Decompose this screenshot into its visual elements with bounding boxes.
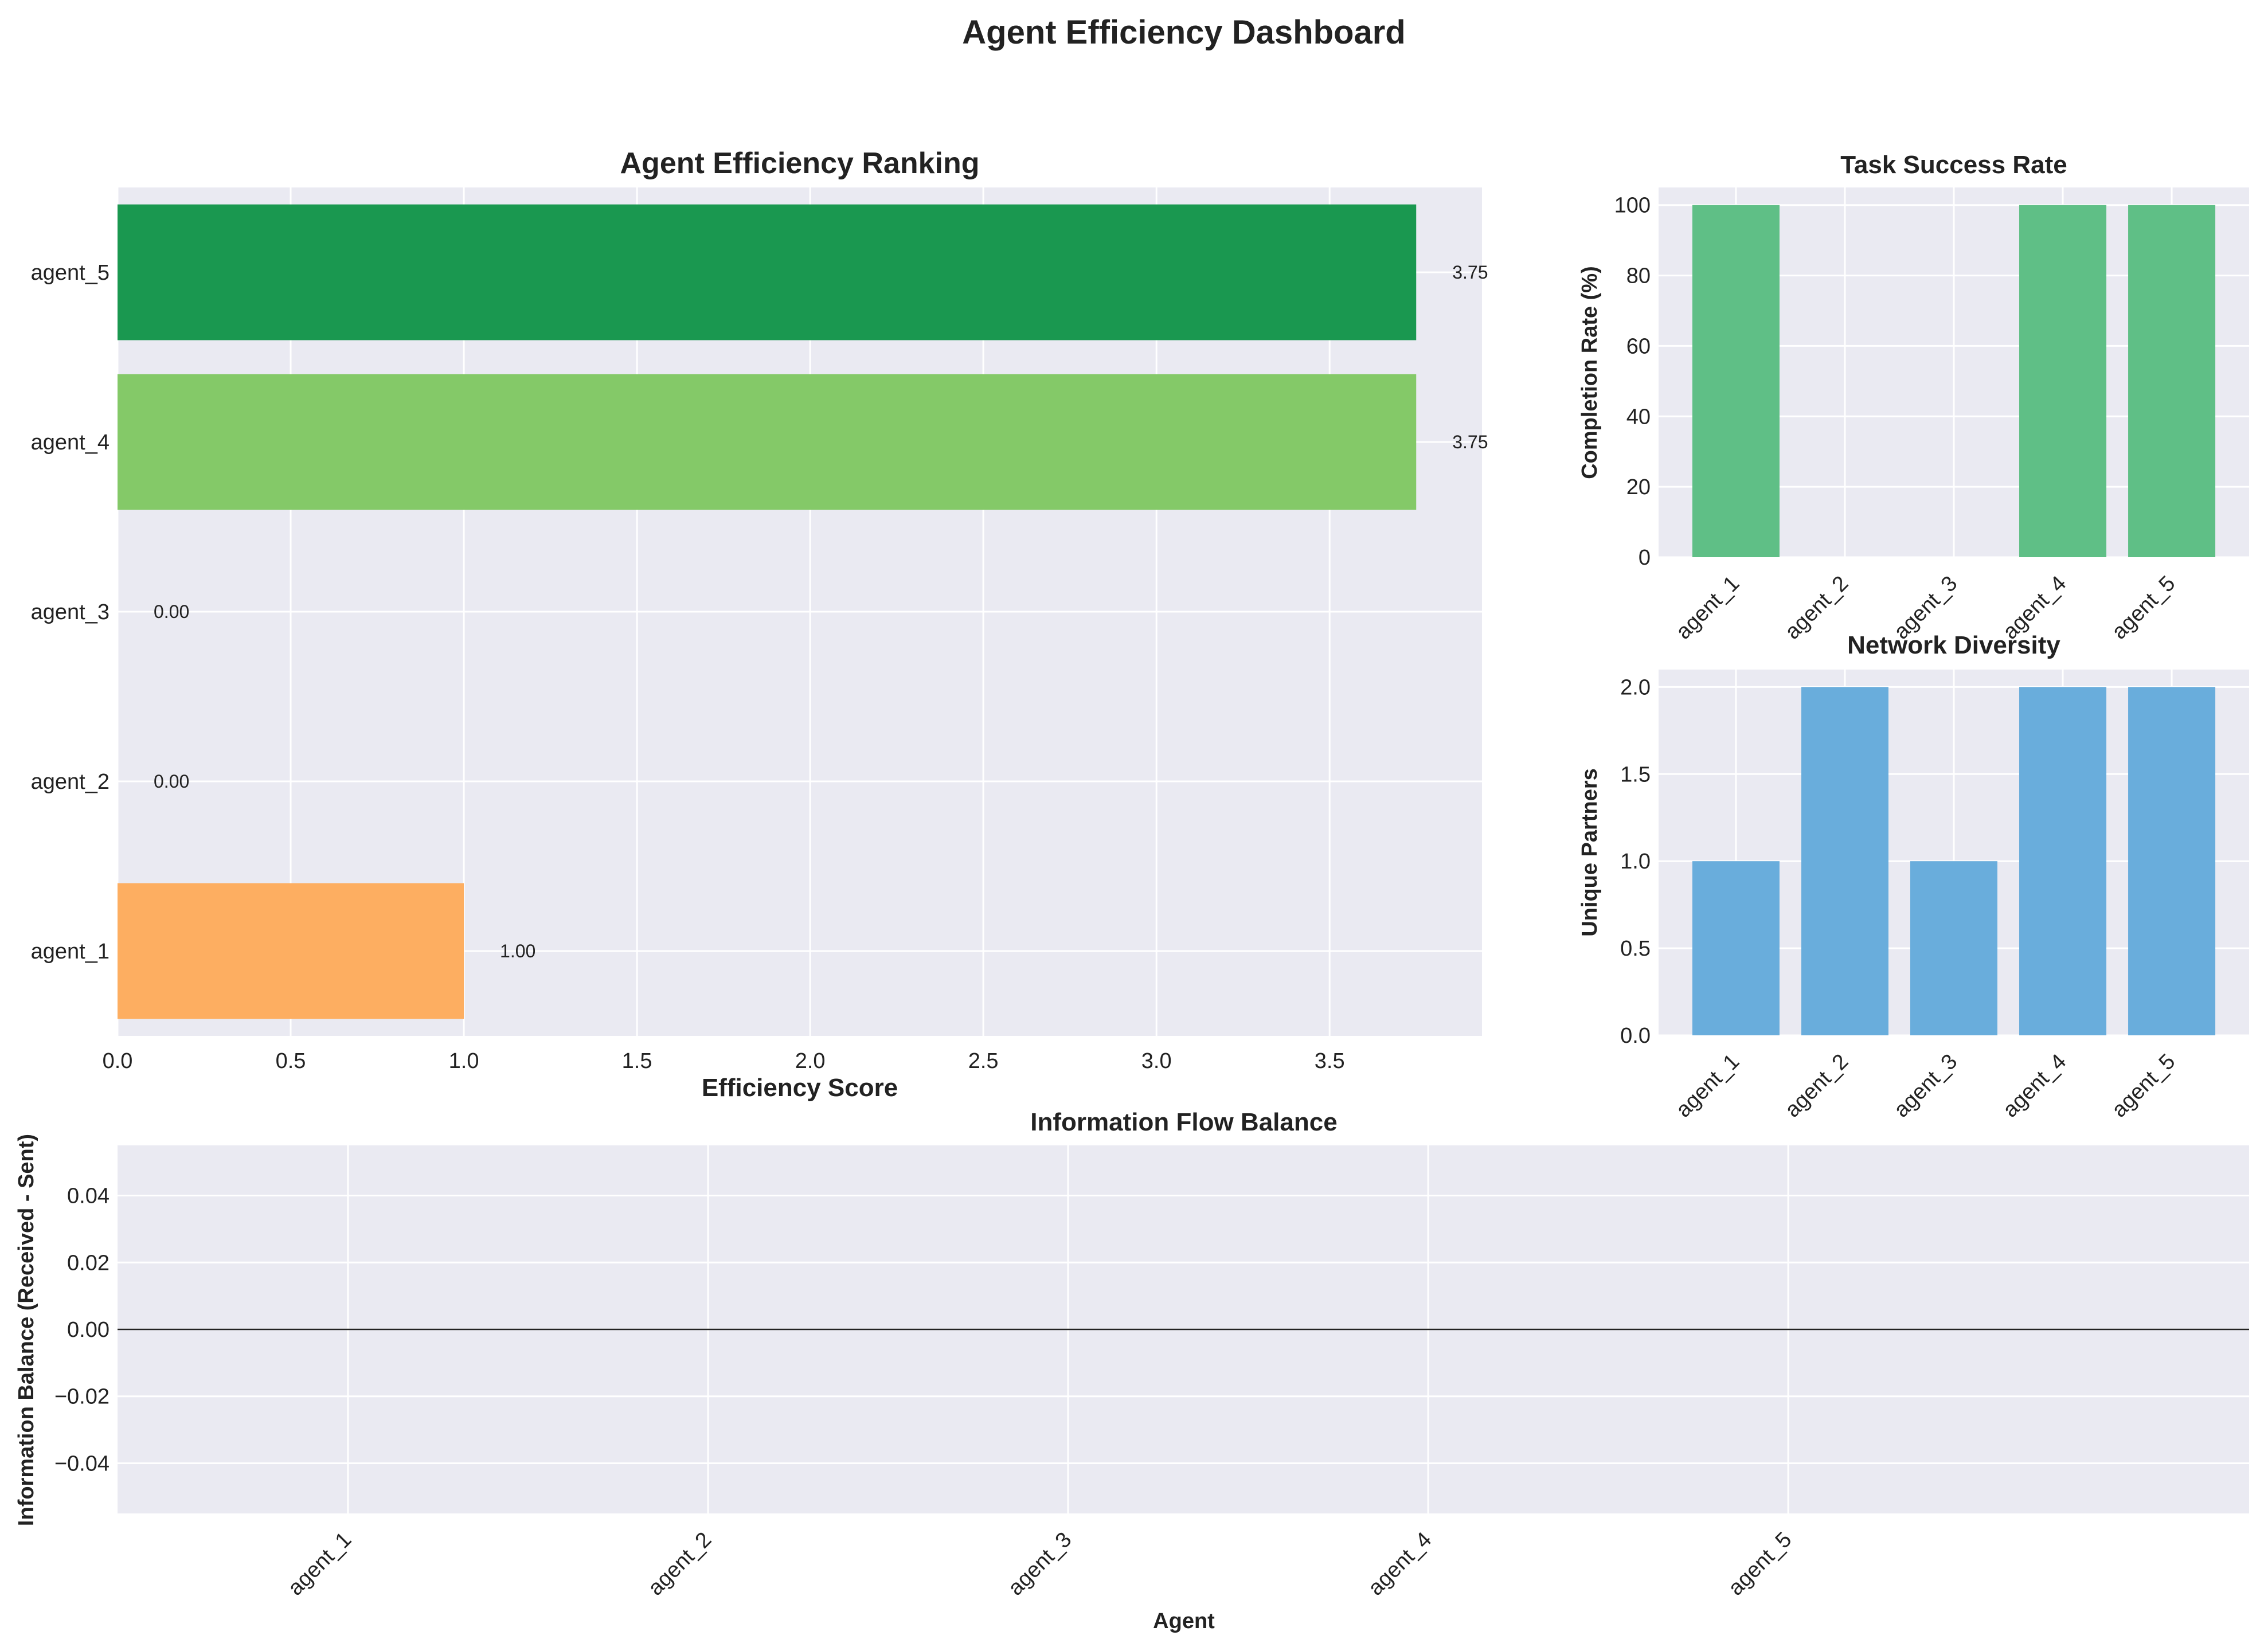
efficiency-x-tick-label: 0.0 bbox=[103, 1049, 133, 1073]
suc-y-tick-label: 20 bbox=[1626, 475, 1651, 499]
flow-y-tick-label: −0.02 bbox=[54, 1385, 110, 1409]
div-y-tick-label: 2.0 bbox=[1620, 675, 1651, 699]
flow-x-axis-label: Agent bbox=[1153, 1609, 1215, 1633]
efficiency-x-tick-label: 0.5 bbox=[276, 1049, 306, 1073]
suc-bar-agent_4 bbox=[2019, 205, 2107, 557]
diversity-chart-title: Network Diversity bbox=[1847, 631, 2060, 659]
efficiency-value-label: 3.75 bbox=[1452, 432, 1488, 452]
suc-y-tick-label: 0 bbox=[1639, 546, 1651, 570]
flow-y-tick-label: 0.00 bbox=[67, 1318, 110, 1342]
div-bar-agent_4 bbox=[2019, 687, 2107, 1035]
efficiency-bars bbox=[118, 204, 1417, 1019]
flow-y-axis-label: Information Balance (Received - Sent) bbox=[14, 1134, 38, 1526]
div-bar-agent_2 bbox=[1801, 687, 1888, 1035]
efficiency-y-tick-label: agent_5 bbox=[31, 261, 110, 285]
efficiency-bar-agent_1 bbox=[118, 883, 464, 1019]
div-y-tick-label: 0.5 bbox=[1620, 937, 1651, 961]
efficiency-x-tick-label: 1.0 bbox=[449, 1049, 479, 1073]
div-bar-agent_3 bbox=[1910, 861, 1998, 1035]
suc-y-tick-label: 60 bbox=[1626, 334, 1651, 358]
efficiency-chart-title: Agent Efficiency Ranking bbox=[620, 147, 980, 180]
efficiency-value-label: 3.75 bbox=[1452, 262, 1488, 283]
div-y-tick-label: 1.0 bbox=[1620, 850, 1651, 874]
efficiency-value-label: 0.00 bbox=[154, 601, 189, 622]
div-bar-agent_5 bbox=[2128, 687, 2216, 1035]
efficiency-x-tick-label: 1.5 bbox=[622, 1049, 652, 1073]
flow-y-tick-label: −0.04 bbox=[54, 1452, 110, 1476]
efficiency-x-axis-label: Efficiency Score bbox=[702, 1074, 898, 1102]
div-y-tick-label: 1.5 bbox=[1620, 762, 1651, 787]
suc-y-tick-label: 40 bbox=[1626, 405, 1651, 429]
success-chart-title: Task Success Rate bbox=[1840, 151, 2067, 179]
efficiency-bar-agent_4 bbox=[118, 374, 1417, 510]
efficiency-y-tick-label: agent_3 bbox=[31, 600, 110, 624]
diversity-bars bbox=[1692, 687, 2216, 1035]
efficiency-bar-agent_5 bbox=[118, 204, 1417, 341]
efficiency-x-tick-label: 3.5 bbox=[1315, 1049, 1345, 1073]
suc-y-tick-label: 80 bbox=[1626, 264, 1651, 288]
success-y-axis-label: Completion Rate (%) bbox=[1578, 266, 1602, 479]
efficiency-y-tick-label: agent_2 bbox=[31, 770, 110, 794]
efficiency-y-tick-label: agent_1 bbox=[31, 940, 110, 964]
efficiency-ticks: 0.0 0.5 1.0 1.5 2.0 2.5 3.0 3.5 agent_1 1.00 agent… bbox=[31, 261, 1488, 1073]
efficiency-x-tick-label: 3.0 bbox=[1141, 1049, 1172, 1073]
flow-y-tick-label: 0.04 bbox=[67, 1184, 110, 1208]
figure-title: Agent Efficiency Dashboard bbox=[962, 14, 1405, 51]
diversity-y-axis-label: Unique Partners bbox=[1578, 768, 1602, 937]
efficiency-value-label: 1.00 bbox=[500, 941, 535, 961]
efficiency-x-tick-label: 2.5 bbox=[968, 1049, 999, 1073]
flow-y-tick-label: 0.02 bbox=[67, 1251, 110, 1275]
suc-bar-agent_1 bbox=[1692, 205, 1780, 557]
div-y-tick-label: 0.0 bbox=[1620, 1024, 1651, 1048]
efficiency-x-tick-label: 2.0 bbox=[795, 1049, 826, 1073]
flow-chart-title: Information Flow Balance bbox=[1030, 1108, 1337, 1136]
success-bars bbox=[1692, 205, 2216, 557]
efficiency-y-tick-label: agent_4 bbox=[31, 431, 110, 455]
efficiency-value-label: 0.00 bbox=[154, 771, 189, 792]
div-bar-agent_1 bbox=[1692, 861, 1780, 1035]
suc-bar-agent_5 bbox=[2128, 205, 2216, 557]
efficiency-ranking-chart: 0.0 0.5 1.0 1.5 2.0 2.5 3.0 3.5 agent_1 1.00 agent… bbox=[31, 147, 1488, 1102]
suc-y-tick-label: 100 bbox=[1614, 194, 1651, 218]
